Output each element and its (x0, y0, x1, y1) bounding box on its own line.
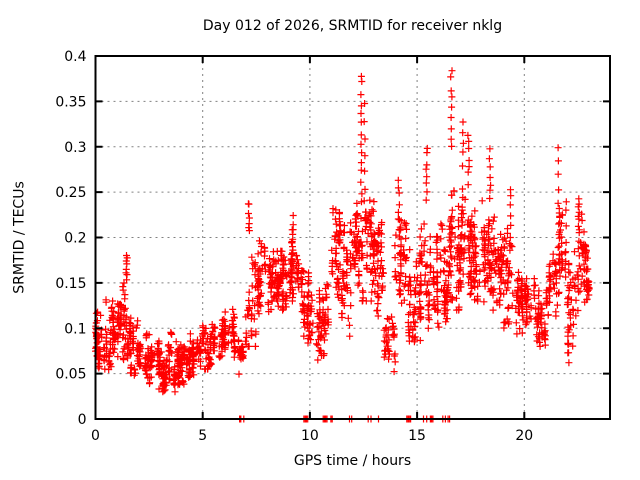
y-tick-label: 0.1 (64, 321, 86, 337)
x-tick-label: 15 (408, 428, 426, 444)
y-tick-label: 0.4 (64, 49, 86, 65)
chart-title: Day 012 of 2026, SRMTID for receiver nkl… (202, 18, 503, 34)
x-tick-label: 5 (198, 428, 207, 444)
data-points (92, 67, 593, 423)
x-tick-label: 0 (91, 428, 100, 444)
y-tick-label: 0.3 (64, 140, 86, 156)
y-tick-label: 0 (78, 412, 87, 428)
x-tick-label: 10 (301, 428, 319, 444)
y-tick-label: 0.15 (55, 276, 86, 292)
x-tick-label: 20 (515, 428, 533, 444)
y-tick-label: 0.05 (55, 367, 86, 383)
y-tick-label: 0.2 (64, 231, 86, 247)
tick-marks (94, 55, 610, 420)
y-tick-label: 0.35 (55, 94, 86, 110)
x-axis-label: GPS time / hours (293, 453, 412, 469)
y-tick-label: 0.25 (55, 185, 86, 201)
